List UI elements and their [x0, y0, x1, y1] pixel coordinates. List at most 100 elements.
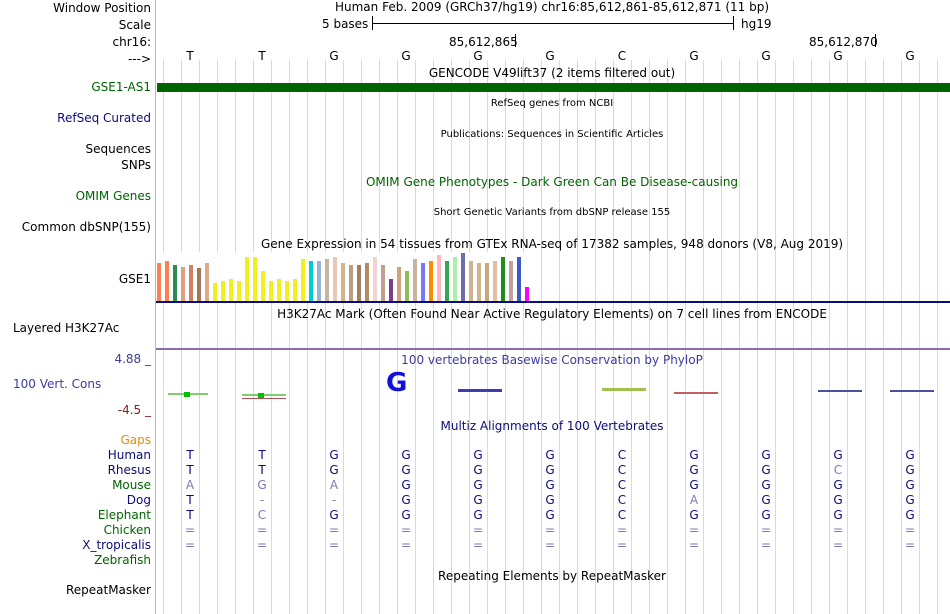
gtex-bar[interactable]	[485, 263, 489, 301]
species-rhesus: Rhesus	[107, 463, 151, 477]
gridline	[361, 60, 362, 614]
gtex-bar[interactable]	[309, 261, 313, 301]
phylop-plot	[168, 388, 934, 399]
species-dog: Dog	[126, 493, 151, 507]
alignment-base: G	[545, 478, 555, 492]
gtex-gene-line	[156, 301, 950, 303]
alignment-base: G	[905, 463, 915, 477]
gtex-bar[interactable]	[413, 259, 417, 301]
alignment-base: G	[833, 508, 843, 522]
gtex-bar[interactable]	[285, 281, 289, 301]
gtex-bar[interactable]	[189, 265, 193, 301]
gridline	[433, 60, 434, 614]
gtex-bar[interactable]	[381, 265, 385, 301]
alignment-base: =	[616, 523, 628, 537]
gse1-label[interactable]: GSE1	[118, 272, 151, 286]
gtex-bar[interactable]	[341, 263, 345, 301]
coord-tick-1	[515, 34, 516, 47]
gtex-bar[interactable]	[445, 261, 449, 301]
gtex-bar[interactable]	[421, 263, 425, 301]
gaps-label: Gaps	[120, 433, 151, 447]
alignment-base: =	[184, 523, 196, 537]
alignment-base: C	[257, 508, 267, 522]
gtex-bar[interactable]	[317, 261, 321, 301]
gridline	[829, 60, 830, 614]
gtex-bar[interactable]	[173, 265, 177, 301]
gtex-bar[interactable]	[437, 255, 441, 301]
gtex-bar[interactable]	[349, 265, 353, 301]
alignment-base: =	[328, 538, 340, 552]
gridline	[451, 60, 452, 614]
gtex-bar[interactable]	[197, 268, 201, 301]
alignment-base: G	[545, 463, 555, 477]
gtex-bar[interactable]	[229, 279, 233, 301]
track-area[interactable]: Human Feb. 2009 (GRCh37/hg19) chr16:85,6…	[156, 0, 950, 614]
base-letter: G	[833, 49, 843, 63]
gtex-bar[interactable]	[493, 261, 497, 301]
gtex-bar[interactable]	[261, 271, 265, 301]
dbsnp-label[interactable]: Common dbSNP(155)	[21, 220, 151, 234]
gtex-bar[interactable]	[389, 279, 393, 301]
alignment-base: T	[186, 463, 194, 477]
gtex-bar[interactable]	[501, 257, 505, 301]
gtex-bar[interactable]	[397, 267, 401, 301]
repeatmasker-label[interactable]: RepeatMasker	[65, 583, 151, 597]
species-human: Human	[107, 448, 151, 462]
gridline	[631, 60, 632, 614]
alignment-base: G	[401, 493, 411, 507]
sequences-label[interactable]: Sequences	[85, 142, 151, 156]
alignment-base: G	[905, 493, 915, 507]
gse1-as1-gene-bar[interactable]	[157, 83, 950, 92]
gtex-bar[interactable]	[165, 261, 169, 301]
strand-label[interactable]: --->	[127, 52, 151, 66]
gtex-bar[interactable]	[237, 281, 241, 301]
gtex-bar[interactable]	[365, 263, 369, 301]
alignment-base: G	[761, 508, 771, 522]
alignment-base: G	[473, 463, 483, 477]
gtex-bar[interactable]	[469, 261, 473, 301]
snps-label[interactable]: SNPs	[121, 158, 151, 172]
gtex-bar[interactable]	[253, 257, 257, 301]
h3k27ac-signal	[156, 348, 950, 350]
omim-label[interactable]: OMIM Genes	[75, 189, 151, 203]
refseq-title: RefSeq genes from NCBI	[490, 98, 614, 109]
alignment-base: T	[186, 508, 194, 522]
gtex-bar[interactable]	[525, 287, 529, 301]
alignment-base: G	[401, 478, 411, 492]
gtex-bar[interactable]	[181, 267, 185, 301]
alignment-base: =	[760, 523, 772, 537]
species-zebrafish: Zebrafish	[94, 553, 151, 567]
gtex-bar[interactable]	[333, 257, 337, 301]
gtex-bar[interactable]	[477, 263, 481, 301]
h3k27ac-label[interactable]: Layered H3K27Ac	[13, 321, 120, 335]
gtex-bar[interactable]	[277, 279, 281, 301]
gtex-bar[interactable]	[517, 257, 521, 301]
gtex-bar[interactable]	[357, 265, 361, 301]
gtex-bar[interactable]	[429, 261, 433, 301]
alignment-base: G	[761, 463, 771, 477]
gtex-bar[interactable]	[509, 261, 513, 301]
gtex-bar[interactable]	[301, 259, 305, 301]
cons-label[interactable]: 100 Vert. Cons	[13, 377, 102, 391]
gtex-bar[interactable]	[461, 253, 465, 301]
alignment-base: G	[689, 463, 699, 477]
gridline	[595, 60, 596, 614]
gtex-bar[interactable]	[325, 259, 329, 301]
gtex-bar[interactable]	[373, 257, 377, 301]
refseq-label[interactable]: RefSeq Curated	[57, 111, 151, 125]
gtex-bar[interactable]	[221, 281, 225, 301]
gtex-bar[interactable]	[245, 257, 249, 301]
gtex-bar[interactable]	[293, 279, 297, 301]
gtex-bar[interactable]	[213, 283, 217, 301]
alignment-base: G	[689, 478, 699, 492]
alignment-base: =	[688, 523, 700, 537]
gtex-bar[interactable]	[269, 281, 273, 301]
gse1-as1-label[interactable]: GSE1-AS1	[91, 80, 151, 94]
gtex-bar[interactable]	[205, 263, 209, 301]
gridline	[199, 60, 200, 614]
gtex-bar[interactable]	[405, 271, 409, 301]
gtex-bar[interactable]	[453, 257, 457, 301]
gtex-bar[interactable]	[157, 263, 161, 301]
gtex-bar-chart[interactable]	[156, 252, 532, 301]
gridline	[271, 60, 272, 614]
